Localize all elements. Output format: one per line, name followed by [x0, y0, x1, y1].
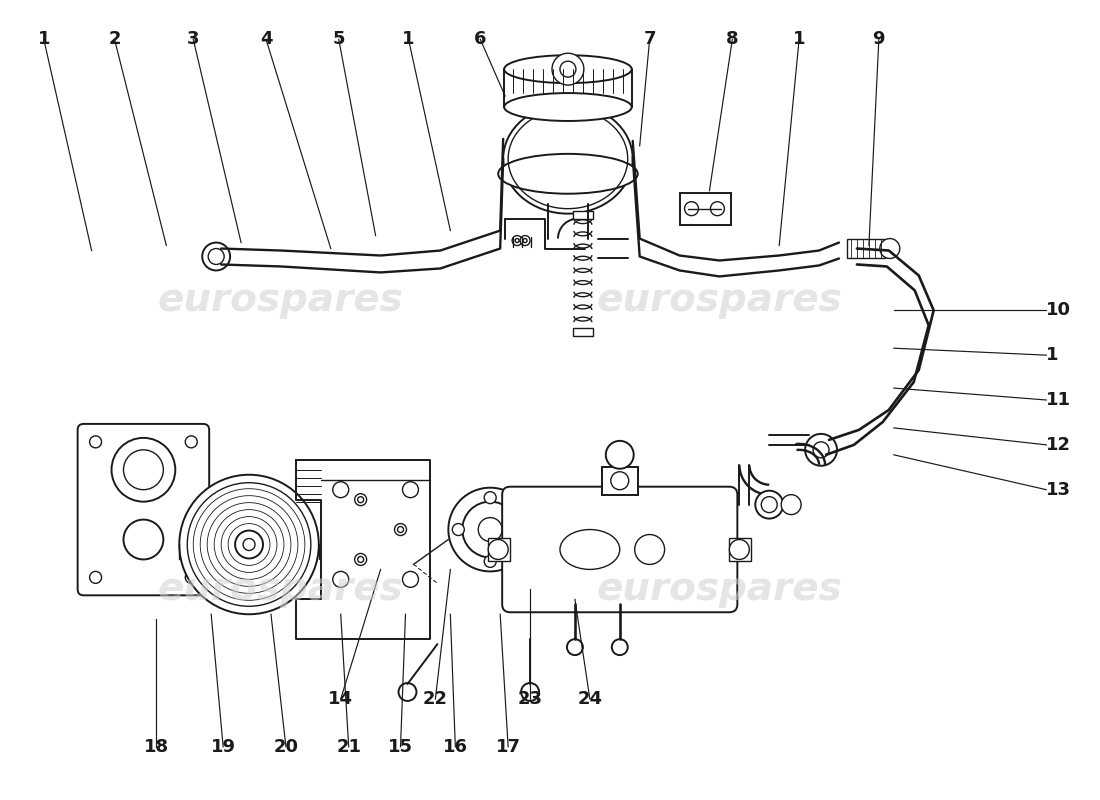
Text: 3: 3	[187, 30, 199, 48]
Circle shape	[185, 571, 197, 583]
Circle shape	[488, 539, 508, 559]
Text: 12: 12	[1046, 436, 1071, 454]
Bar	[680, 193, 732, 225]
Circle shape	[208, 249, 224, 265]
Circle shape	[524, 238, 527, 242]
Circle shape	[187, 482, 311, 606]
Circle shape	[566, 639, 583, 655]
Ellipse shape	[504, 55, 631, 83]
Bar	[729, 538, 751, 562]
Text: 13: 13	[1046, 481, 1071, 498]
Text: 16: 16	[443, 738, 468, 756]
Bar	[847, 238, 884, 258]
Circle shape	[552, 54, 584, 85]
Circle shape	[111, 438, 175, 502]
Text: eurospares: eurospares	[158, 282, 404, 319]
Text: 2: 2	[108, 30, 121, 48]
Ellipse shape	[635, 534, 664, 565]
Text: 22: 22	[422, 690, 448, 708]
Circle shape	[612, 639, 628, 655]
Circle shape	[781, 494, 801, 514]
Circle shape	[179, 474, 319, 614]
Circle shape	[358, 557, 364, 562]
Circle shape	[89, 571, 101, 583]
Ellipse shape	[503, 104, 632, 214]
Circle shape	[89, 436, 101, 448]
Circle shape	[516, 523, 528, 535]
Circle shape	[235, 530, 263, 558]
Text: 6: 6	[474, 30, 486, 48]
Text: 24: 24	[578, 690, 603, 708]
Ellipse shape	[504, 93, 631, 121]
Text: 19: 19	[210, 738, 235, 756]
Circle shape	[354, 554, 366, 566]
Circle shape	[610, 472, 629, 490]
Circle shape	[462, 502, 518, 558]
Circle shape	[354, 494, 366, 506]
Circle shape	[606, 441, 634, 469]
Circle shape	[243, 538, 255, 550]
Text: eurospares: eurospares	[596, 570, 843, 608]
Circle shape	[403, 571, 418, 587]
Circle shape	[805, 434, 837, 466]
Text: 7: 7	[644, 30, 656, 48]
Circle shape	[397, 526, 404, 533]
Circle shape	[513, 235, 522, 246]
Text: 20: 20	[274, 738, 298, 756]
Text: 17: 17	[496, 738, 520, 756]
Circle shape	[452, 523, 464, 535]
Text: 15: 15	[388, 738, 412, 756]
Text: eurospares: eurospares	[158, 570, 404, 608]
Circle shape	[123, 450, 163, 490]
Text: 8: 8	[726, 30, 739, 48]
Bar	[573, 328, 593, 336]
Circle shape	[484, 555, 496, 567]
Circle shape	[520, 235, 530, 246]
Circle shape	[880, 238, 900, 258]
Bar	[488, 538, 510, 562]
Text: 11: 11	[1046, 391, 1071, 409]
Circle shape	[560, 61, 576, 77]
Circle shape	[333, 482, 349, 498]
FancyBboxPatch shape	[503, 486, 737, 612]
Text: 14: 14	[328, 690, 353, 708]
Circle shape	[478, 518, 503, 542]
Ellipse shape	[560, 530, 619, 570]
Text: 4: 4	[260, 30, 272, 48]
Text: 1: 1	[1046, 346, 1059, 364]
Text: 21: 21	[337, 738, 361, 756]
Text: 10: 10	[1046, 302, 1071, 319]
Text: 9: 9	[872, 30, 886, 48]
Ellipse shape	[498, 154, 638, 194]
Circle shape	[761, 497, 778, 513]
Bar	[602, 466, 638, 494]
Circle shape	[403, 482, 418, 498]
Circle shape	[729, 539, 749, 559]
Text: 1: 1	[793, 30, 805, 48]
Circle shape	[756, 490, 783, 518]
Circle shape	[684, 202, 699, 216]
Text: 1: 1	[37, 30, 50, 48]
Text: 23: 23	[518, 690, 542, 708]
Text: eurospares: eurospares	[596, 282, 843, 319]
Text: 18: 18	[144, 738, 169, 756]
Circle shape	[358, 497, 364, 502]
Text: 5: 5	[332, 30, 345, 48]
Circle shape	[398, 683, 417, 701]
Circle shape	[185, 436, 197, 448]
Text: 1: 1	[403, 30, 415, 48]
Circle shape	[484, 492, 496, 504]
Circle shape	[813, 442, 829, 458]
Circle shape	[711, 202, 725, 216]
Circle shape	[521, 683, 539, 701]
Circle shape	[123, 519, 163, 559]
Circle shape	[395, 523, 407, 535]
Circle shape	[449, 488, 532, 571]
Circle shape	[202, 242, 230, 270]
Circle shape	[515, 238, 519, 242]
FancyBboxPatch shape	[78, 424, 209, 595]
Circle shape	[333, 571, 349, 587]
Bar	[573, 210, 593, 218]
